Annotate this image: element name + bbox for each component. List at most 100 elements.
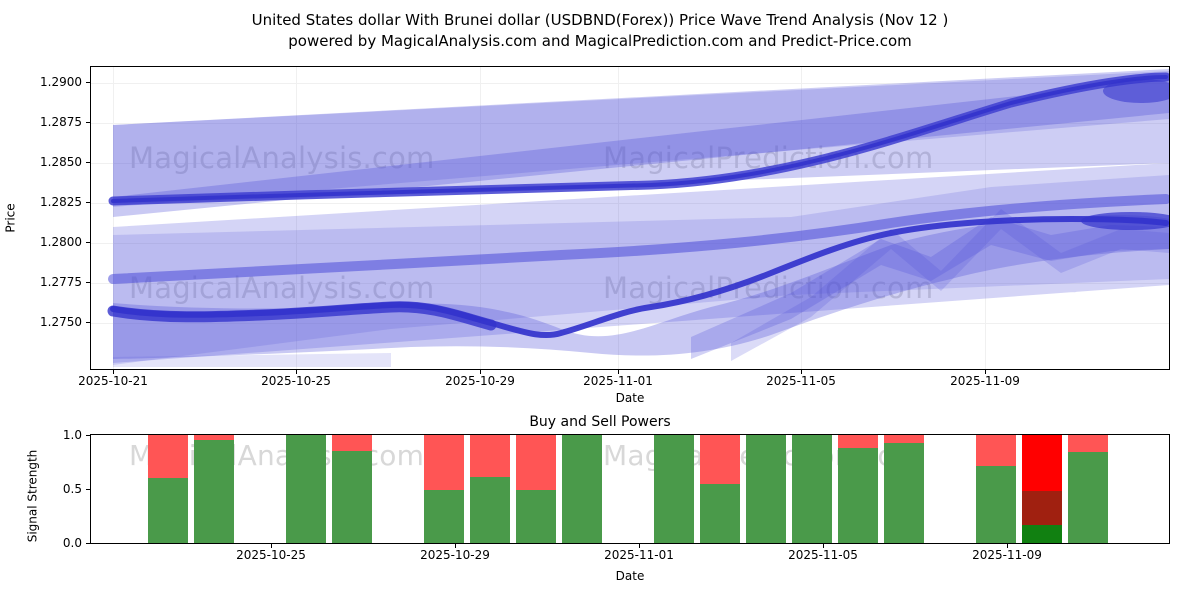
bar-strong-sell-segment bbox=[1022, 435, 1062, 491]
price-wave-chart: MagicalAnalysis.com MagicalPrediction.co… bbox=[90, 66, 1170, 370]
bar-buy-segment bbox=[424, 490, 464, 543]
xtick-mark-2025-10-21 bbox=[113, 370, 114, 374]
ytick-mark-0.5 bbox=[86, 489, 90, 490]
price-x-axis-label: Date bbox=[615, 391, 645, 405]
lower-left-shade bbox=[113, 353, 391, 367]
ytick-mark-1.2750 bbox=[86, 322, 90, 323]
bar-sell-segment bbox=[976, 435, 1016, 467]
xtick-2025-11-09: 2025-11-09 bbox=[950, 374, 1020, 388]
bar-sell-segment bbox=[194, 435, 234, 441]
bar-buy-segment bbox=[884, 442, 924, 543]
bar-buy-segment bbox=[654, 435, 694, 543]
bar-2025-10-22 bbox=[194, 435, 234, 543]
bar-2025-11-10 bbox=[1068, 435, 1108, 543]
bar-sell-segment bbox=[884, 435, 924, 443]
ytick-1.2875: 1.2875 bbox=[40, 115, 82, 129]
xtick-mark-2025-11-09 bbox=[1007, 544, 1008, 548]
bar-sell-segment bbox=[838, 435, 878, 448]
bar-2025-10-25 bbox=[332, 435, 372, 543]
bar-sell-segment bbox=[470, 435, 510, 478]
chart-title-block: United States dollar With Brunei dollar … bbox=[0, 10, 1200, 52]
signal-y-axis-label: Signal Strength bbox=[25, 449, 40, 543]
bar-2025-10-24 bbox=[286, 435, 326, 543]
wave-band-svg bbox=[107, 69, 1169, 367]
bar-2025-10-21 bbox=[148, 435, 188, 543]
bar-2025-10-28 bbox=[470, 435, 510, 543]
ytick-mark-1.0 bbox=[86, 435, 90, 436]
bar-dark-sell-segment bbox=[1022, 491, 1062, 525]
gridline-2025-11-09 bbox=[985, 67, 986, 369]
ytick-mark-0.0 bbox=[86, 543, 90, 544]
xtick-2025-11-05: 2025-11-05 bbox=[766, 374, 836, 388]
gridline-2025-11-05 bbox=[801, 67, 802, 369]
ytick-mark-1.2850 bbox=[86, 162, 90, 163]
bar-sell-segment bbox=[700, 435, 740, 484]
bar-sell-segment bbox=[332, 435, 372, 452]
right-dark-blob-upper bbox=[1103, 79, 1169, 103]
xtick-2025-10-29: 2025-10-29 bbox=[445, 374, 515, 388]
price-band bbox=[113, 215, 1169, 359]
xtick-mark-2025-10-25 bbox=[296, 370, 297, 374]
xtick-mark-2025-11-05 bbox=[823, 544, 824, 548]
gridline-1.2850 bbox=[91, 163, 1169, 164]
bar-buy-segment bbox=[792, 435, 832, 543]
bar-buy-segment bbox=[516, 490, 556, 543]
ytick-1.2825: 1.2825 bbox=[40, 195, 82, 209]
gridline-2025-10-21 bbox=[113, 67, 114, 369]
xtick-2025-10-25: 2025-10-25 bbox=[261, 374, 331, 388]
bar-buy-segment bbox=[148, 478, 188, 543]
xtick-mark-2025-10-25 bbox=[271, 544, 272, 548]
bar-buy-segment bbox=[470, 477, 510, 543]
gridline-1.2750 bbox=[91, 323, 1169, 324]
bar-sell-segment bbox=[148, 435, 188, 479]
bar-buy-segment bbox=[332, 451, 372, 543]
buy-sell-title: Buy and Sell Powers bbox=[529, 414, 671, 430]
xtick-2025-10-25: 2025-10-25 bbox=[236, 548, 306, 562]
mid-trend-line bbox=[108, 194, 1169, 284]
ytick-0.0: 0.0 bbox=[62, 536, 82, 550]
buy-sell-chart: MagicalAnalysis.com MagicalPrediction.co… bbox=[90, 434, 1170, 544]
bar-2025-10-27 bbox=[424, 435, 464, 543]
xtick-mark-2025-10-29 bbox=[455, 544, 456, 548]
gridline-1.2875 bbox=[91, 123, 1169, 124]
buy-sell-plot-area: MagicalAnalysis.com MagicalPrediction.co… bbox=[91, 435, 1169, 543]
gridline-2025-10-25 bbox=[296, 67, 297, 369]
upper-trend-line-core bbox=[111, 75, 1168, 203]
xtick-mark-2025-10-29 bbox=[480, 370, 481, 374]
bar-buy-segment bbox=[562, 435, 602, 543]
ytick-mark-1.2775 bbox=[86, 282, 90, 283]
bar-buy-segment bbox=[976, 466, 1016, 543]
gridline-1.2825 bbox=[91, 203, 1169, 204]
gridline-1.2900 bbox=[91, 83, 1169, 84]
ytick-mark-1.2825 bbox=[86, 202, 90, 203]
gridline-2025-10-29 bbox=[480, 67, 481, 369]
bar-2025-11-03 bbox=[746, 435, 786, 543]
bar-buy-segment bbox=[838, 448, 878, 543]
xtick-mark-2025-11-05 bbox=[801, 370, 802, 374]
bar-buy-segment bbox=[1068, 452, 1108, 543]
bar-2025-11-04 bbox=[792, 435, 832, 543]
ytick-0.5: 0.5 bbox=[62, 482, 82, 496]
bar-2025-11-08 bbox=[976, 435, 1016, 543]
ytick-1.2750: 1.2750 bbox=[40, 315, 82, 329]
ytick-1.2850: 1.2850 bbox=[40, 155, 82, 169]
gridline-1.2800 bbox=[91, 243, 1169, 244]
ytick-1.2800: 1.2800 bbox=[40, 235, 82, 249]
ytick-1.2900: 1.2900 bbox=[40, 75, 82, 89]
bar-2025-11-05 bbox=[838, 435, 878, 543]
bar-sell-segment bbox=[424, 435, 464, 491]
xtick-2025-11-01: 2025-11-01 bbox=[583, 374, 653, 388]
right-dark-blob bbox=[1081, 212, 1169, 230]
upper-band-light bbox=[113, 69, 1169, 205]
bar-2025-10-30 bbox=[562, 435, 602, 543]
page-subtitle: powered by MagicalAnalysis.com and Magic… bbox=[288, 32, 912, 50]
ytick-mark-1.2800 bbox=[86, 242, 90, 243]
bar-2025-11-06 bbox=[884, 435, 924, 543]
xtick-2025-11-05: 2025-11-05 bbox=[788, 548, 858, 562]
price-y-axis-label: Price bbox=[3, 203, 18, 233]
xtick-mark-2025-11-09 bbox=[985, 370, 986, 374]
bar-sell-segment bbox=[1068, 435, 1108, 453]
bar-buy-segment bbox=[286, 435, 326, 543]
xtick-mark-2025-11-01 bbox=[618, 370, 619, 374]
bar-buy-segment bbox=[700, 483, 740, 543]
